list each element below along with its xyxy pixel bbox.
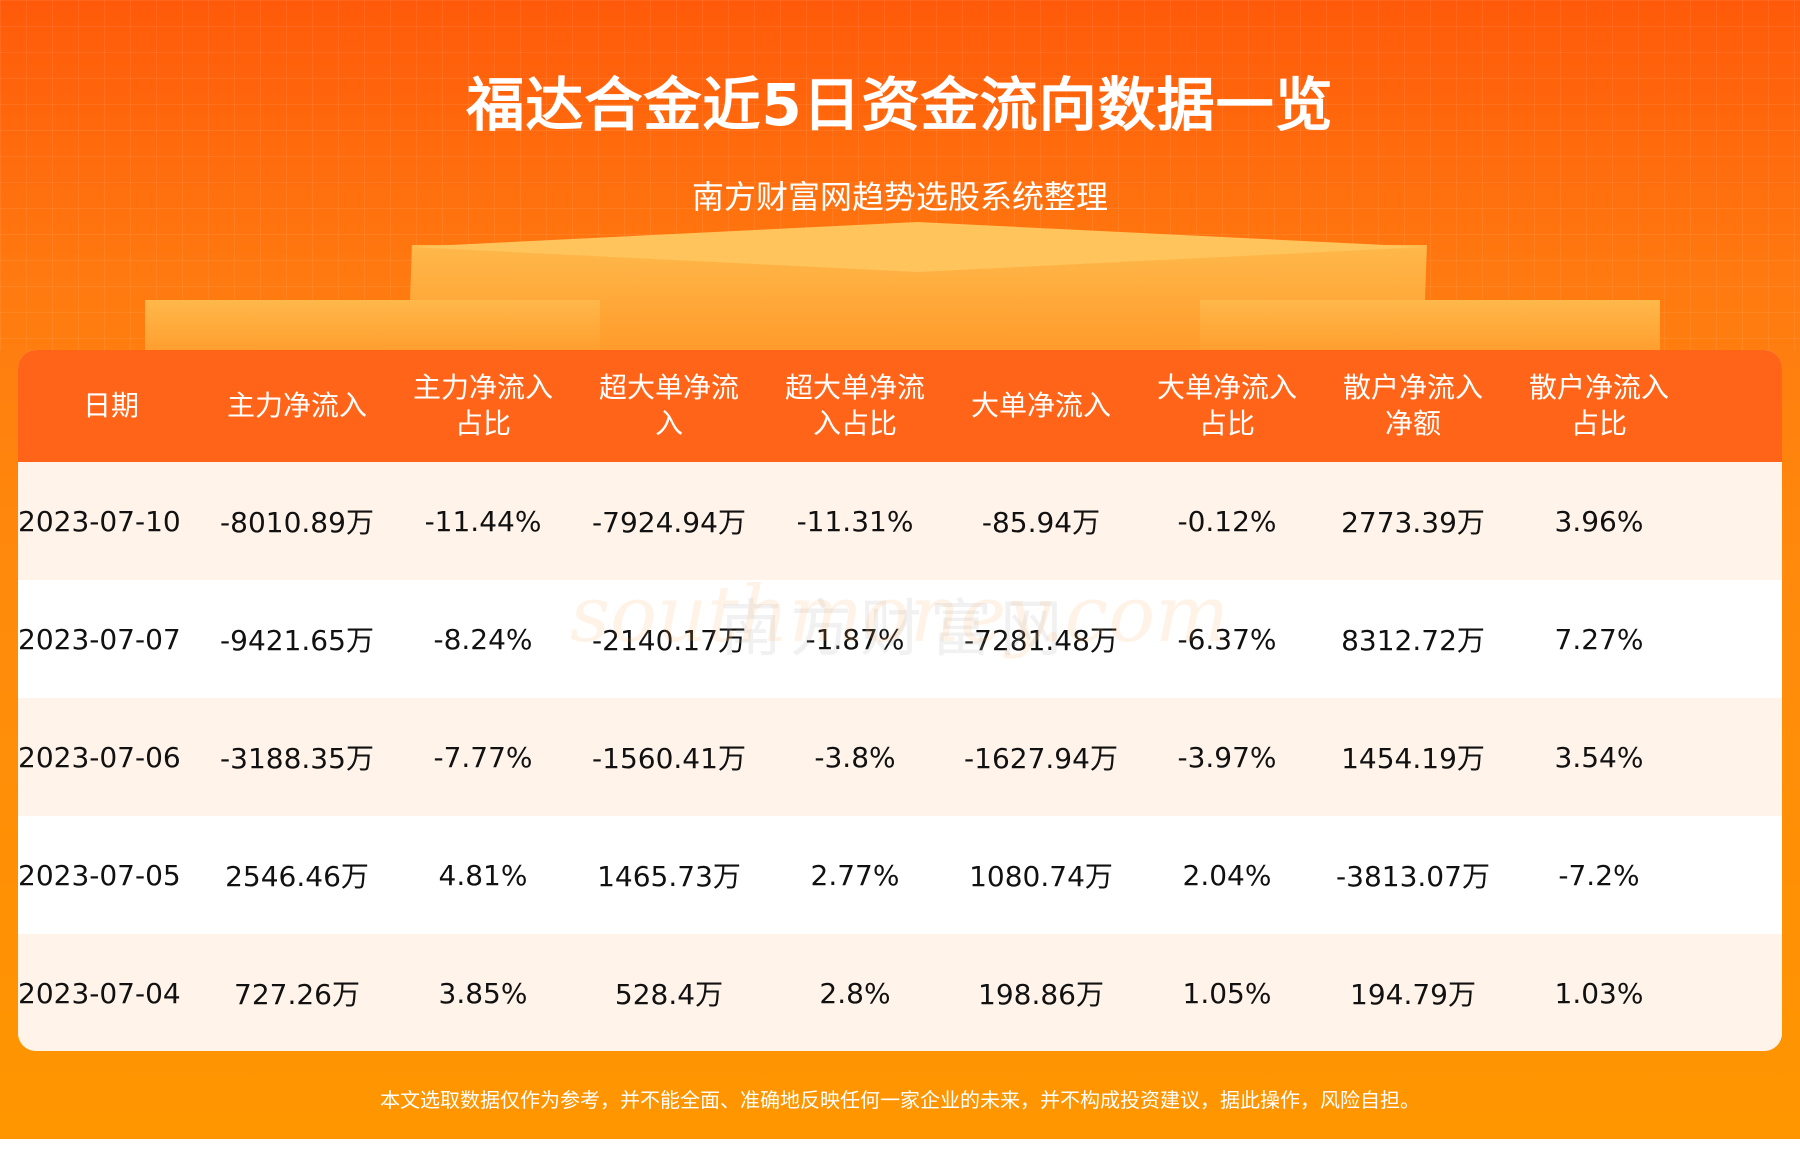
value-cell: 198.86万	[978, 978, 1104, 1011]
value-cell: -7924.94万	[592, 506, 746, 539]
table-row: 2023-07-07 -9421.65万 -8.24% -2140.17万 -1.87%…	[18, 580, 1782, 698]
value-cell: -6.37%	[1177, 622, 1277, 656]
column-header: 大单净流入	[970, 389, 1111, 422]
value-cell: 2546.46万	[225, 860, 369, 893]
value-cell: 8312.72万	[1341, 624, 1485, 657]
value-cell: -11.31%	[796, 504, 914, 538]
value-cell: 1454.19万	[1341, 742, 1485, 775]
table-row: 2023-07-06 -3188.35万 -7.77% -1560.41万 -3.8% -…	[18, 698, 1782, 816]
value-cell: 4.81%	[438, 858, 528, 892]
value-cell: 7.27%	[1554, 622, 1644, 656]
value-cell: -11.44%	[424, 504, 542, 538]
value-cell: -3813.07万	[1336, 860, 1490, 893]
value-cell: -3.97%	[1177, 740, 1277, 774]
value-cell: 3.85%	[438, 976, 528, 1010]
table-header: 日期 主力净流入 主力净流入 占比 超大单净流 入超大单净流 入占比 大单净流入 大单净流…	[18, 350, 1782, 462]
fund-flow-table: 日期 主力净流入 主力净流入 占比 超大单净流 入超大单净流 入占比 大单净流入 大单净流…	[18, 350, 1782, 1051]
column-header: 散户净流入 占比	[1528, 371, 1669, 440]
disclaimer: 本文选取数据仅作为参考，并不能全面、准确地反映任何一家企业的未来，并不构成投资建…	[380, 1088, 1420, 1112]
value-cell: 194.79万	[1350, 978, 1476, 1011]
date-cell: 2023-07-04	[18, 976, 181, 1010]
column-header: 超大单净流 入占比	[784, 371, 925, 440]
column-header: 日期	[82, 389, 139, 422]
table-row: 2023-07-05 2546.46万 4.81% 1465.73万 2.77% 1080…	[18, 816, 1782, 934]
page-title: 福达合金近5日资金流向数据一览	[466, 71, 1334, 139]
value-cell: 3.96%	[1554, 504, 1644, 538]
value-cell: 3.54%	[1554, 740, 1644, 774]
column-header: 主力净流入 占比	[412, 371, 553, 440]
date-cell: 2023-07-07	[18, 622, 181, 656]
value-cell: -9421.65万	[220, 624, 374, 657]
table-row: 2023-07-04 727.26万 3.85% 528.4万 2.8% 198.86万 1…	[18, 934, 1782, 1051]
column-header: 主力净流入	[226, 389, 367, 422]
table-row: 2023-07-10 -8010.89万 -11.44% -7924.94万 -11.3…	[18, 462, 1782, 580]
value-cell: -3188.35万	[220, 742, 374, 775]
date-cell: 2023-07-06	[18, 740, 181, 774]
value-cell: -7281.48万	[964, 624, 1118, 657]
value-cell: 727.26万	[234, 978, 360, 1011]
value-cell: 2.04%	[1182, 858, 1272, 892]
column-header: 超大单净流 入	[598, 371, 739, 440]
column-header: 散户净流入 净额	[1342, 371, 1483, 440]
value-cell: -1560.41万	[592, 742, 746, 775]
value-cell: -8.24%	[433, 622, 533, 656]
value-cell: -3.8%	[814, 740, 896, 774]
value-cell: 1465.73万	[597, 860, 741, 893]
column-header: 大单净流入 占比	[1156, 371, 1297, 440]
date-cell: 2023-07-05	[18, 858, 181, 892]
value-cell: -2140.17万	[592, 624, 746, 657]
value-cell: -7.77%	[433, 740, 533, 774]
value-cell: -0.12%	[1177, 504, 1277, 538]
value-cell: -8010.89万	[220, 506, 374, 539]
value-cell: 1.05%	[1182, 976, 1272, 1010]
value-cell: -1.87%	[805, 622, 905, 656]
page-subtitle: 南方财富网趋势选股系统整理	[691, 178, 1108, 216]
table-body: 2023-07-10 -8010.89万 -11.44% -7924.94万 -11.3…	[18, 462, 1782, 1051]
value-cell: -1627.94万	[964, 742, 1118, 775]
value-cell: 2773.39万	[1341, 506, 1485, 539]
value-cell: 1080.74万	[969, 860, 1113, 893]
value-cell: 528.4万	[614, 978, 724, 1011]
value-cell: -7.2%	[1558, 858, 1640, 892]
date-cell: 2023-07-10	[18, 504, 181, 538]
value-cell: 2.8%	[819, 976, 891, 1010]
value-cell: -85.94万	[981, 506, 1101, 539]
value-cell: 1.03%	[1554, 976, 1644, 1010]
value-cell: 2.77%	[810, 858, 900, 892]
